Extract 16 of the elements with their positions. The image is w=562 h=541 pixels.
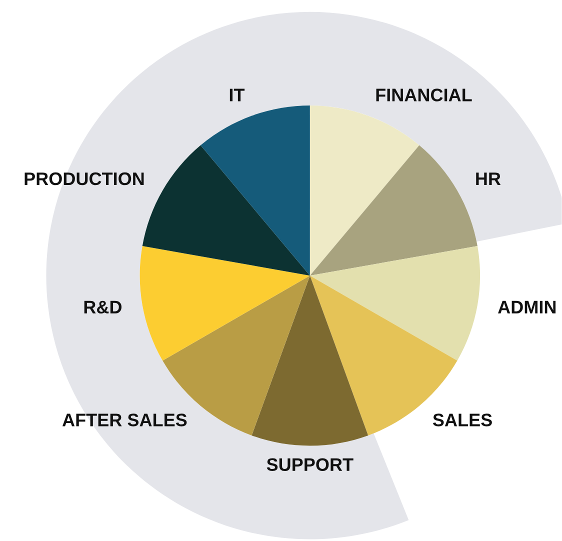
pie-slice: [252, 276, 368, 446]
pie-slice: [310, 105, 420, 276]
pie-slice: [142, 145, 310, 276]
slice-label: ADMIN: [498, 300, 556, 314]
slice-label: FINANCIAL: [376, 88, 472, 102]
slice-label: HR: [476, 172, 501, 185]
slice-label: PRODUCTION: [24, 172, 144, 186]
slice-label: SUPPORT: [266, 458, 354, 471]
pie-slice: [310, 246, 480, 361]
pie-slice: [200, 105, 310, 276]
slice-label: SALES: [432, 414, 492, 426]
slice-label: R&D: [84, 300, 122, 314]
slice-label: IT: [230, 88, 245, 102]
slice-label: AFTER SALES: [62, 414, 187, 426]
pie-slice: [310, 145, 478, 276]
pie-slice: [140, 246, 310, 361]
